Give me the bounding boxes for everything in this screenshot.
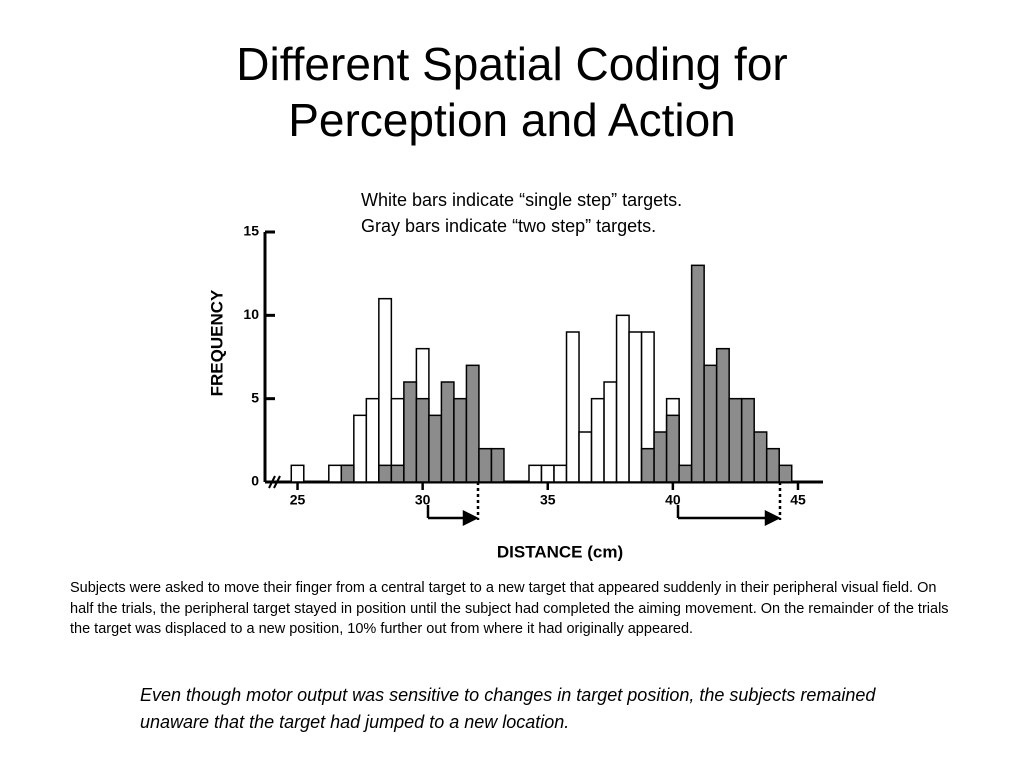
note: Gray bars indicate “two step” targets.	[361, 216, 657, 236]
chart: FREQUENCY DISTANCE (cm) 0 5 10 15 25 30 35 40 45	[207, 223, 823, 561]
bar	[353, 414, 368, 483]
bar	[753, 431, 768, 483]
bar	[378, 297, 393, 483]
bar	[578, 431, 593, 483]
bar	[403, 381, 418, 483]
bar	[615, 314, 630, 483]
bar	[715, 347, 730, 483]
x-axis-label: DISTANCE (cm)	[497, 542, 623, 561]
bar	[590, 397, 605, 483]
caption: Subjects were asked to move their finger…	[70, 580, 949, 637]
bar	[690, 264, 705, 483]
bar	[540, 464, 555, 483]
y-axis-label: FREQUENCY	[207, 289, 226, 396]
bar	[740, 397, 755, 483]
conclusion: Even though motor output was sensitive t…	[140, 685, 876, 732]
bar	[490, 447, 505, 483]
title-line: Different Spatial Coding for	[236, 38, 788, 90]
bar	[453, 397, 468, 483]
bar	[328, 464, 343, 483]
bar	[478, 447, 493, 483]
x-tick-label: 30	[415, 492, 431, 508]
bar	[778, 464, 793, 483]
y-tick-label: 10	[243, 306, 259, 322]
bar	[565, 331, 580, 483]
bar	[728, 397, 743, 483]
bar	[765, 447, 780, 483]
bar	[665, 414, 680, 483]
bar	[628, 331, 643, 483]
jump-arrows	[426, 482, 782, 527]
x-tick-label: 45	[790, 492, 806, 508]
y-tick-label: 5	[251, 389, 259, 405]
x-tick-label: 35	[540, 492, 556, 508]
bar	[553, 464, 568, 483]
bar	[603, 381, 618, 483]
note: White bars indicate “single step” target…	[361, 190, 683, 210]
y-tick-label: 15	[243, 223, 259, 239]
bar	[378, 464, 393, 483]
bar	[703, 364, 718, 483]
bar	[465, 364, 480, 483]
bar	[390, 464, 405, 483]
x-tick-label: 40	[665, 492, 681, 508]
title-line: Perception and Action	[288, 94, 736, 146]
bar	[640, 447, 655, 483]
bar	[290, 464, 305, 483]
x-tick-label: 25	[290, 492, 306, 508]
y-tick-label: 0	[251, 473, 259, 489]
slide-title: Different Spatial Coding for Perception …	[0, 36, 1024, 148]
bar	[415, 397, 430, 483]
bar	[678, 464, 693, 483]
bar	[528, 464, 543, 483]
notes: White bars indicate “single step” target…	[361, 187, 682, 239]
bar	[340, 464, 355, 483]
bar	[440, 381, 455, 483]
bar	[365, 397, 380, 483]
bar	[428, 414, 443, 483]
axis-break	[273, 475, 281, 489]
bar	[653, 431, 668, 483]
